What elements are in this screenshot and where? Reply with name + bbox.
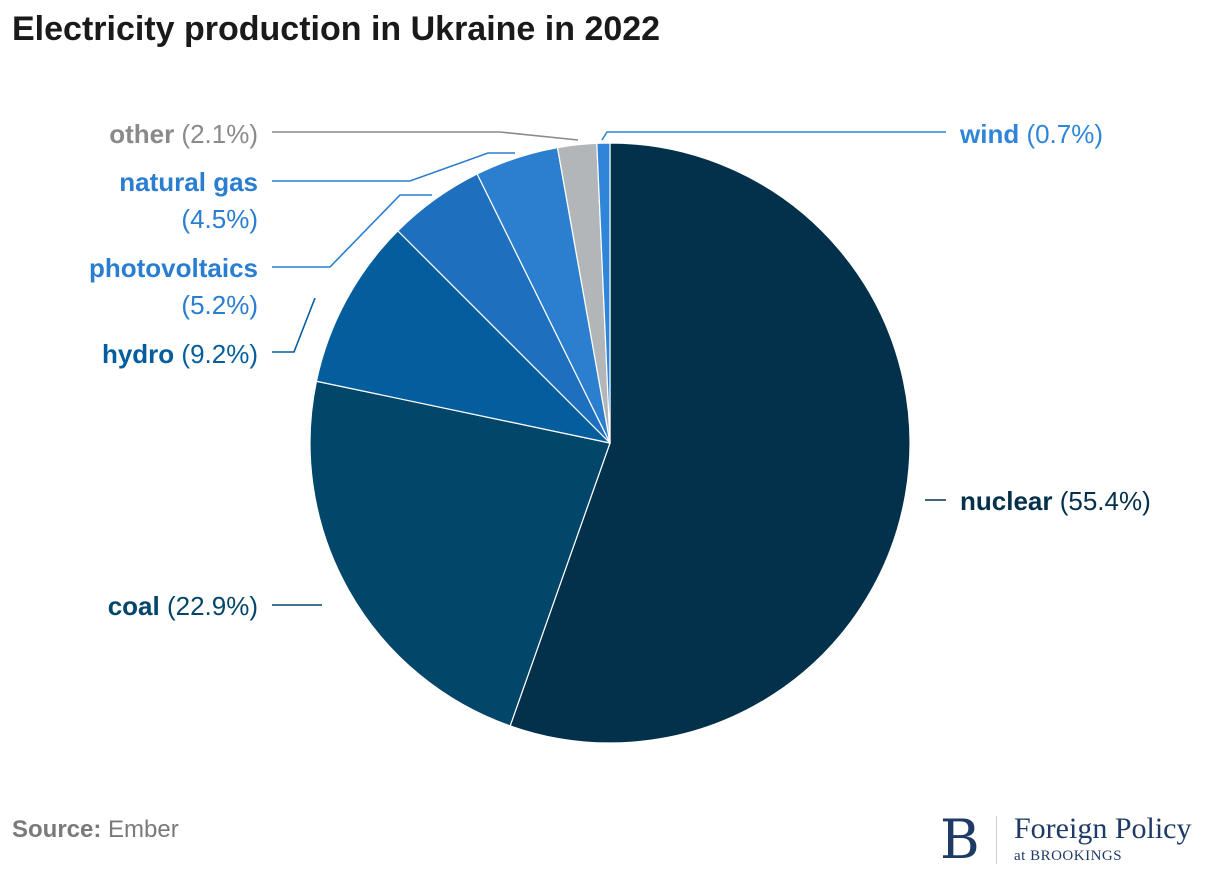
- slice-label-percent: (2.1%): [174, 119, 258, 149]
- pie-chart: nuclear (55.4%) coal (22.9%) hydro (9.2%) p…: [89, 119, 1151, 744]
- chart-title: Electricity production in Ukraine in 202…: [12, 10, 661, 48]
- logo-mark: B: [940, 808, 980, 871]
- logo-name: Foreign Policy: [1014, 812, 1192, 845]
- slice-label-name: hydro: [102, 339, 174, 369]
- slice-label-percent: (4.5%): [181, 204, 258, 234]
- slice-label-percent: (22.9%): [160, 591, 258, 621]
- slice-label-other: other (2.1%): [109, 119, 258, 149]
- leader-line-wind: [601, 131, 946, 141]
- leader-line-photovoltaics: [272, 194, 432, 268]
- brookings-logo: B Foreign Policy at BROOKINGS: [940, 812, 1212, 868]
- slice-label-percent: (9.2%): [174, 339, 258, 369]
- leader-lines: [272, 131, 946, 606]
- slice-label-coal: coal (22.9%): [108, 591, 258, 621]
- slice-label-hydro: hydro (9.2%): [102, 339, 258, 369]
- slice-label-nuclear: nuclear (55.4%): [960, 486, 1151, 516]
- source-value: Ember: [108, 816, 179, 843]
- slice-label-name: wind: [959, 119, 1019, 149]
- pie-slice-coal: [309, 380, 611, 727]
- slice-label-name: photovoltaics: [89, 253, 258, 283]
- leader-line-hydro: [272, 297, 316, 353]
- source-note: Source: Ember: [12, 816, 179, 844]
- slice-label-natural-gas-line-2: (4.5%): [181, 204, 258, 234]
- slice-label-percent: (5.2%): [181, 290, 258, 320]
- source-label: Source:: [12, 816, 102, 843]
- slice-label-wind: wind (0.7%): [959, 119, 1103, 149]
- logo-subtitle: at BROOKINGS: [1014, 848, 1123, 864]
- leader-line-natural-gas: [272, 152, 515, 182]
- slice-label-percent: (55.4%): [1053, 486, 1151, 516]
- slice-label-name: natural gas: [119, 167, 258, 197]
- slice-label-name: other: [109, 119, 174, 149]
- slice-labels: nuclear (55.4%) coal (22.9%) hydro (9.2%) p…: [89, 119, 1151, 621]
- slice-label-natural-gas-line-1: natural gas: [119, 167, 258, 197]
- slice-label-photovoltaics-line-2: (5.2%): [181, 290, 258, 320]
- slice-label-percent: (0.7%): [1019, 119, 1103, 149]
- slice-label-photovoltaics-line-1: photovoltaics: [89, 253, 258, 283]
- pie-slices: [309, 142, 911, 744]
- pie-slice-hydro: [315, 230, 611, 444]
- pie-slice-wind: [596, 142, 611, 444]
- slice-label-name: nuclear: [960, 486, 1053, 516]
- slice-label-name: coal: [108, 591, 160, 621]
- leader-line-other: [272, 131, 579, 141]
- logo-divider: [996, 816, 997, 864]
